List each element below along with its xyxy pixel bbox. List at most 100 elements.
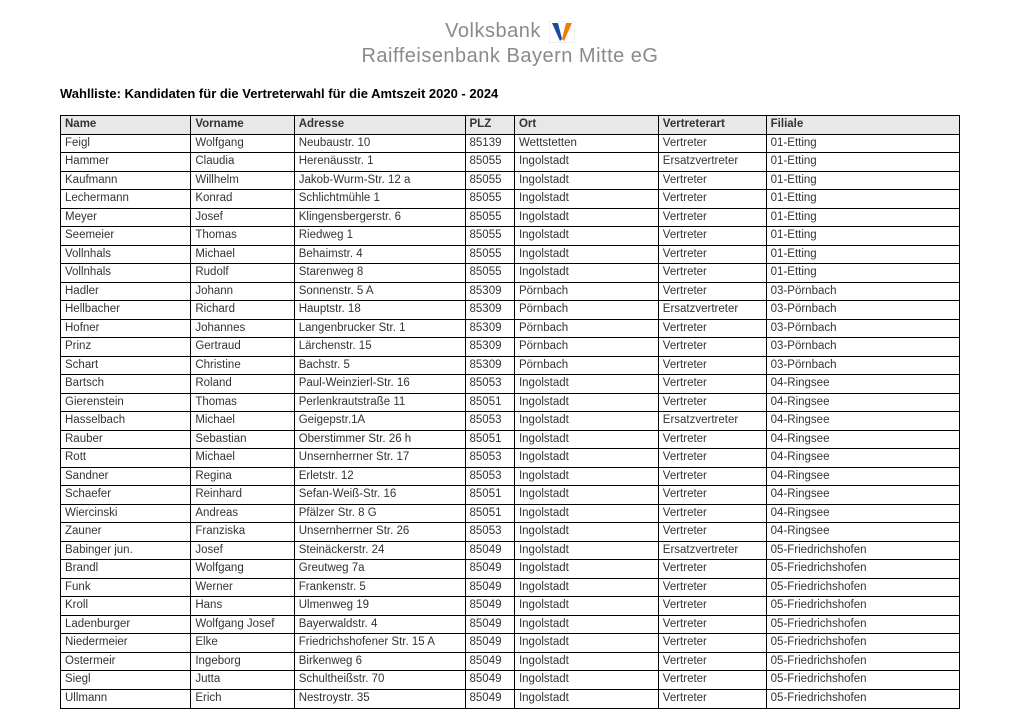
- cell-art: Vertreter: [658, 597, 766, 616]
- cell-ort: Pörnbach: [514, 319, 658, 338]
- cell-filiale: 05-Friedrichshofen: [766, 597, 959, 616]
- cell-filiale: 05-Friedrichshofen: [766, 578, 959, 597]
- page-title: Wahlliste: Kandidaten für die Vertreterw…: [60, 86, 960, 101]
- cell-adresse: Frankenstr. 5: [294, 578, 465, 597]
- table-row: ZaunerFranziskaUnsernherrner Str. 268505…: [61, 523, 960, 542]
- cell-plz: 85049: [465, 597, 514, 616]
- cell-filiale: 01-Etting: [766, 245, 959, 264]
- cell-filiale: 01-Etting: [766, 227, 959, 246]
- cell-name: Kroll: [61, 597, 191, 616]
- table-body: FeiglWolfgangNeubaustr. 1085139Wettstett…: [61, 134, 960, 708]
- cell-ort: Ingolstadt: [514, 190, 658, 209]
- table-row: HadlerJohannSonnenstr. 5 A85309PörnbachV…: [61, 282, 960, 301]
- cell-vorname: Ingeborg: [191, 652, 294, 671]
- cell-vorname: Wolfgang: [191, 560, 294, 579]
- cell-adresse: Herenäusstr. 1: [294, 153, 465, 172]
- cell-plz: 85309: [465, 301, 514, 320]
- cell-plz: 85049: [465, 560, 514, 579]
- cell-adresse: Starenweg 8: [294, 264, 465, 283]
- cell-plz: 85053: [465, 467, 514, 486]
- cell-name: Ullmann: [61, 689, 191, 708]
- cell-vorname: Thomas: [191, 227, 294, 246]
- cell-name: Vollnhals: [61, 245, 191, 264]
- cell-art: Vertreter: [658, 264, 766, 283]
- cell-filiale: 05-Friedrichshofen: [766, 541, 959, 560]
- cell-adresse: Paul-Weinzierl-Str. 16: [294, 375, 465, 394]
- column-header-adresse: Adresse: [294, 116, 465, 135]
- cell-art: Vertreter: [658, 282, 766, 301]
- cell-art: Ersatzvertreter: [658, 153, 766, 172]
- cell-adresse: Unsernherrner Str. 26: [294, 523, 465, 542]
- cell-name: Meyer: [61, 208, 191, 227]
- cell-ort: Ingolstadt: [514, 375, 658, 394]
- cell-plz: 85055: [465, 227, 514, 246]
- cell-vorname: Hans: [191, 597, 294, 616]
- cell-ort: Ingolstadt: [514, 430, 658, 449]
- cell-adresse: Birkenweg 6: [294, 652, 465, 671]
- cell-filiale: 05-Friedrichshofen: [766, 634, 959, 653]
- cell-name: Hasselbach: [61, 412, 191, 431]
- cell-name: Lechermann: [61, 190, 191, 209]
- cell-art: Vertreter: [658, 449, 766, 468]
- cell-adresse: Greutweg 7a: [294, 560, 465, 579]
- cell-ort: Ingolstadt: [514, 486, 658, 505]
- cell-art: Vertreter: [658, 504, 766, 523]
- cell-vorname: Claudia: [191, 153, 294, 172]
- cell-ort: Ingolstadt: [514, 467, 658, 486]
- cell-plz: 85053: [465, 412, 514, 431]
- cell-adresse: Geigерstr.1A: [294, 412, 465, 431]
- cell-vorname: Wolfgang Josef: [191, 615, 294, 634]
- cell-vorname: Andreas: [191, 504, 294, 523]
- cell-vorname: Rudolf: [191, 264, 294, 283]
- cell-adresse: Steinäckerstr. 24: [294, 541, 465, 560]
- cell-art: Vertreter: [658, 356, 766, 375]
- table-row: LadenburgerWolfgang JosefBayerwaldstr. 4…: [61, 615, 960, 634]
- cell-ort: Wettstetten: [514, 134, 658, 153]
- cell-adresse: Sonnenstr. 5 A: [294, 282, 465, 301]
- cell-plz: 85055: [465, 208, 514, 227]
- cell-plz: 85051: [465, 486, 514, 505]
- cell-plz: 85055: [465, 190, 514, 209]
- cell-name: Funk: [61, 578, 191, 597]
- cell-ort: Ingolstadt: [514, 153, 658, 172]
- cell-vorname: Thomas: [191, 393, 294, 412]
- cell-vorname: Josef: [191, 541, 294, 560]
- cell-plz: 85053: [465, 523, 514, 542]
- cell-art: Vertreter: [658, 227, 766, 246]
- cell-ort: Ingolstadt: [514, 412, 658, 431]
- cell-plz: 85053: [465, 375, 514, 394]
- candidates-table: NameVornameAdressePLZOrtVertreterartFili…: [60, 115, 960, 709]
- cell-vorname: Johann: [191, 282, 294, 301]
- column-header-name: Name: [61, 116, 191, 135]
- cell-ort: Ingolstadt: [514, 393, 658, 412]
- table-row: MeyerJosefKlingensbergerstr. 685055Ingol…: [61, 208, 960, 227]
- cell-adresse: Schlichtmühle 1: [294, 190, 465, 209]
- cell-filiale: 05-Friedrichshofen: [766, 652, 959, 671]
- cell-filiale: 03-Pörnbach: [766, 282, 959, 301]
- cell-art: Vertreter: [658, 190, 766, 209]
- cell-adresse: Friedrichshofener Str. 15 A: [294, 634, 465, 653]
- table-row: WiercinskiAndreasPfälzer Str. 8 G85051In…: [61, 504, 960, 523]
- cell-adresse: Nestroystr. 35: [294, 689, 465, 708]
- table-row: SandnerReginaErletstr. 1285053Ingolstadt…: [61, 467, 960, 486]
- column-header-filiale: Filiale: [766, 116, 959, 135]
- cell-filiale: 01-Etting: [766, 264, 959, 283]
- cell-art: Vertreter: [658, 689, 766, 708]
- cell-name: Rott: [61, 449, 191, 468]
- cell-vorname: Gertraud: [191, 338, 294, 357]
- cell-ort: Ingolstadt: [514, 689, 658, 708]
- cell-art: Vertreter: [658, 375, 766, 394]
- cell-name: Prinz: [61, 338, 191, 357]
- table-row: BrandlWolfgangGreutweg 7a85049Ingolstadt…: [61, 560, 960, 579]
- cell-adresse: Ulmenweg 19: [294, 597, 465, 616]
- cell-ort: Ingolstadt: [514, 634, 658, 653]
- cell-ort: Ingolstadt: [514, 264, 658, 283]
- table-row: GierensteinThomasPerlenkrautstraße 11850…: [61, 393, 960, 412]
- cell-ort: Ingolstadt: [514, 578, 658, 597]
- cell-vorname: Christine: [191, 356, 294, 375]
- cell-adresse: Jakob-Wurm-Str. 12 a: [294, 171, 465, 190]
- cell-vorname: Richard: [191, 301, 294, 320]
- cell-plz: 85055: [465, 245, 514, 264]
- table-row: FunkWernerFrankenstr. 585049IngolstadtVe…: [61, 578, 960, 597]
- cell-filiale: 04-Ringsee: [766, 504, 959, 523]
